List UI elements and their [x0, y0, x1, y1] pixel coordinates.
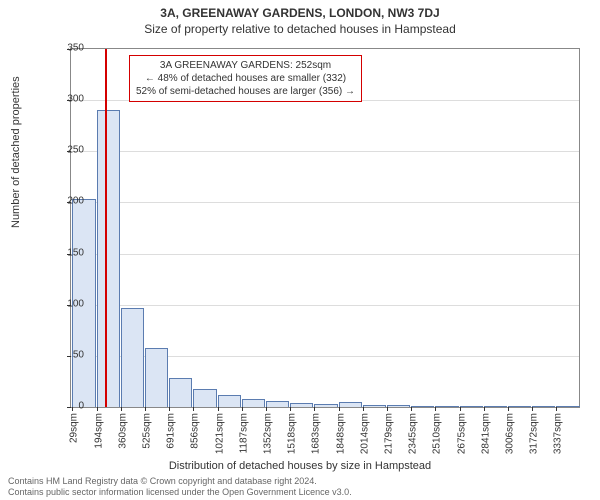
xtick-mark: [435, 407, 436, 411]
chart-title: 3A, GREENAWAY GARDENS, LONDON, NW3 7DJ: [0, 0, 600, 20]
xtick-label: 360sqm: [117, 413, 128, 449]
bar: [411, 406, 434, 407]
xtick-mark: [387, 407, 388, 411]
xtick-mark: [339, 407, 340, 411]
annotation-line-1: 3A GREENAWAY GARDENS: 252sqm: [136, 59, 355, 72]
gridline: [71, 305, 579, 306]
xtick-mark: [556, 407, 557, 411]
bar: [169, 378, 192, 407]
ytick-label: 350: [44, 43, 84, 54]
footer-line-2: Contains public sector information licen…: [8, 487, 352, 498]
xtick-label: 691sqm: [166, 413, 177, 449]
xtick-label: 1683sqm: [311, 413, 322, 454]
annotation-box: 3A GREENAWAY GARDENS: 252sqm ← 48% of de…: [129, 55, 362, 102]
xtick-mark: [484, 407, 485, 411]
xtick-label: 1848sqm: [335, 413, 346, 454]
xtick-label: 525sqm: [142, 413, 153, 449]
bar: [532, 406, 555, 407]
xtick-label: 2841sqm: [480, 413, 491, 454]
bar: [193, 389, 216, 407]
xtick-mark: [460, 407, 461, 411]
bar: [266, 401, 289, 407]
gridline: [71, 254, 579, 255]
bar: [290, 403, 313, 407]
ytick-label: 0: [44, 401, 84, 412]
x-axis-label: Distribution of detached houses by size …: [0, 460, 600, 472]
annotation-line-2: ← 48% of detached houses are smaller (33…: [136, 72, 355, 85]
xtick-mark: [411, 407, 412, 411]
annotation-line-3: 52% of semi-detached houses are larger (…: [136, 85, 355, 98]
xtick-label: 29sqm: [69, 413, 80, 443]
chart-area: 3A GREENAWAY GARDENS: 252sqm ← 48% of de…: [70, 48, 580, 408]
bar: [97, 110, 120, 407]
ytick-label: 300: [44, 94, 84, 105]
ytick-label: 150: [44, 247, 84, 258]
xtick-label: 1187sqm: [238, 413, 249, 453]
xtick-mark: [121, 407, 122, 411]
xtick-mark: [218, 407, 219, 411]
xtick-label: 2345sqm: [408, 413, 419, 454]
xtick-label: 1021sqm: [214, 413, 225, 454]
footer-line-1: Contains HM Land Registry data © Crown c…: [8, 476, 352, 487]
xtick-mark: [242, 407, 243, 411]
chart-subtitle: Size of property relative to detached ho…: [0, 20, 600, 36]
chart-container: 3A, GREENAWAY GARDENS, LONDON, NW3 7DJ S…: [0, 0, 600, 500]
bar: [121, 308, 144, 407]
bar: [435, 406, 458, 407]
xtick-mark: [363, 407, 364, 411]
bar: [508, 406, 531, 407]
xtick-label: 2675sqm: [456, 413, 467, 454]
plot-region: 3A GREENAWAY GARDENS: 252sqm ← 48% of de…: [70, 48, 580, 408]
xtick-mark: [314, 407, 315, 411]
xtick-mark: [266, 407, 267, 411]
xtick-mark: [97, 407, 98, 411]
xtick-label: 194sqm: [93, 413, 104, 449]
xtick-label: 2014sqm: [359, 413, 370, 454]
bar: [484, 406, 507, 407]
bar: [363, 405, 386, 407]
bar: [387, 405, 410, 407]
xtick-mark: [290, 407, 291, 411]
xtick-label: 1352sqm: [263, 413, 274, 454]
xtick-label: 2510sqm: [432, 413, 443, 454]
ytick-label: 250: [44, 145, 84, 156]
xtick-label: 3006sqm: [504, 413, 515, 454]
xtick-label: 856sqm: [190, 413, 201, 449]
xtick-mark: [145, 407, 146, 411]
xtick-mark: [169, 407, 170, 411]
bar: [145, 348, 168, 407]
gridline: [71, 202, 579, 203]
bar: [242, 399, 265, 407]
xtick-mark: [193, 407, 194, 411]
bar: [339, 402, 362, 407]
ytick-label: 100: [44, 298, 84, 309]
y-axis-label: Number of detached properties: [10, 76, 22, 228]
bar: [556, 406, 579, 407]
xtick-label: 3337sqm: [553, 413, 564, 454]
xtick-label: 1518sqm: [287, 413, 298, 454]
bar: [460, 406, 483, 407]
marker-line: [105, 49, 107, 407]
xtick-mark: [508, 407, 509, 411]
xtick-label: 3172sqm: [529, 413, 540, 454]
bar: [218, 395, 241, 407]
bar: [314, 404, 337, 407]
ytick-label: 200: [44, 196, 84, 207]
xtick-mark: [532, 407, 533, 411]
ytick-label: 50: [44, 349, 84, 360]
xtick-label: 2179sqm: [383, 413, 394, 454]
gridline: [71, 151, 579, 152]
footer: Contains HM Land Registry data © Crown c…: [8, 476, 352, 498]
